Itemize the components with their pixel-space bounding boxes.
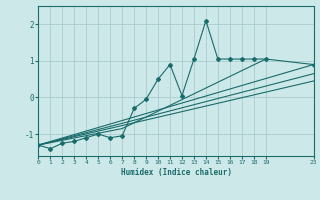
X-axis label: Humidex (Indice chaleur): Humidex (Indice chaleur) [121,168,231,177]
